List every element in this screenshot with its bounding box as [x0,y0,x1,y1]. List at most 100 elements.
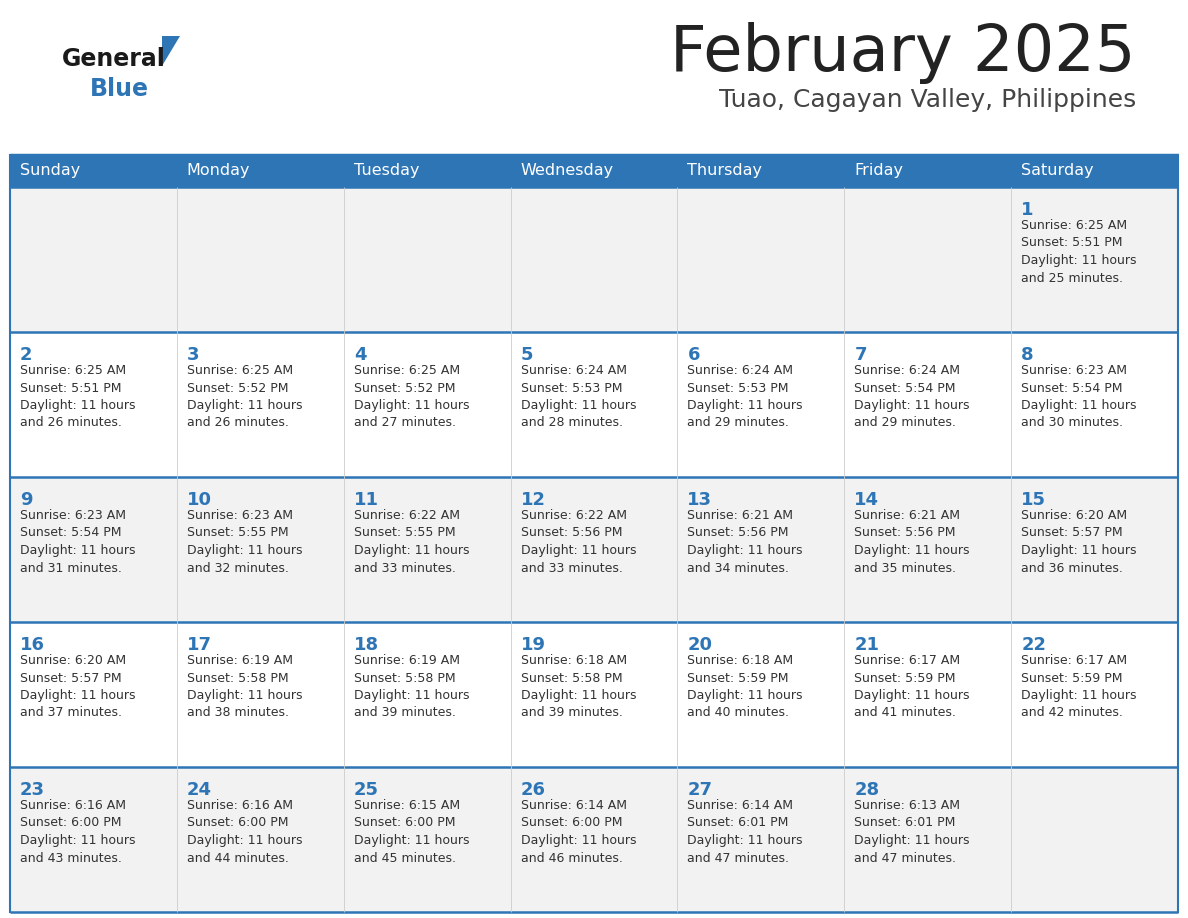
Text: Daylight: 11 hours: Daylight: 11 hours [688,399,803,412]
Text: Daylight: 11 hours: Daylight: 11 hours [520,399,636,412]
Text: Daylight: 11 hours: Daylight: 11 hours [854,399,969,412]
Text: Sunset: 5:56 PM: Sunset: 5:56 PM [854,527,956,540]
Bar [845,622,1011,767]
Bar [511,477,677,622]
Text: 23: 23 [20,781,45,799]
Text: and 32 minutes.: and 32 minutes. [187,562,289,575]
Bar [677,332,845,477]
Text: 24: 24 [187,781,211,799]
Text: Daylight: 11 hours: Daylight: 11 hours [20,399,135,412]
Bar [343,187,511,332]
Text: Daylight: 11 hours: Daylight: 11 hours [1022,399,1137,412]
Text: Sunrise: 6:23 AM: Sunrise: 6:23 AM [1022,364,1127,377]
Text: and 45 minutes.: and 45 minutes. [354,852,456,865]
Text: Sunrise: 6:20 AM: Sunrise: 6:20 AM [20,654,126,667]
Text: Daylight: 11 hours: Daylight: 11 hours [520,834,636,847]
Text: Sunrise: 6:25 AM: Sunrise: 6:25 AM [1022,219,1127,232]
Bar [511,767,677,912]
Text: Sunset: 5:56 PM: Sunset: 5:56 PM [520,527,623,540]
Text: Sunrise: 6:25 AM: Sunrise: 6:25 AM [20,364,126,377]
Text: Wednesday: Wednesday [520,163,614,178]
Text: 19: 19 [520,636,545,654]
Bar [845,767,1011,912]
Text: and 26 minutes.: and 26 minutes. [187,417,289,430]
Text: and 31 minutes.: and 31 minutes. [20,562,122,575]
Text: Daylight: 11 hours: Daylight: 11 hours [187,689,303,702]
Bar [511,332,677,477]
Bar [677,187,845,332]
Bar [10,187,177,332]
Text: and 27 minutes.: and 27 minutes. [354,417,456,430]
Text: Tuao, Cagayan Valley, Philippines: Tuao, Cagayan Valley, Philippines [719,88,1136,112]
Text: Monday: Monday [187,163,251,178]
Text: 6: 6 [688,346,700,364]
Text: and 25 minutes.: and 25 minutes. [1022,272,1123,285]
Text: Sunrise: 6:14 AM: Sunrise: 6:14 AM [688,799,794,812]
Bar [1011,187,1178,332]
Text: Tuesday: Tuesday [354,163,419,178]
Text: Sunset: 5:57 PM: Sunset: 5:57 PM [20,671,121,685]
Text: Sunset: 5:54 PM: Sunset: 5:54 PM [20,527,121,540]
Text: 1: 1 [1022,201,1034,219]
Text: Sunrise: 6:21 AM: Sunrise: 6:21 AM [688,509,794,522]
Bar [343,332,511,477]
Text: and 29 minutes.: and 29 minutes. [688,417,789,430]
Bar [343,622,511,767]
Text: Sunrise: 6:21 AM: Sunrise: 6:21 AM [854,509,960,522]
Text: and 43 minutes.: and 43 minutes. [20,852,122,865]
Polygon shape [162,36,181,66]
Bar [177,155,343,187]
Bar [177,187,343,332]
Text: Daylight: 11 hours: Daylight: 11 hours [20,834,135,847]
Bar [177,477,343,622]
Text: Sunrise: 6:24 AM: Sunrise: 6:24 AM [520,364,626,377]
Text: February 2025: February 2025 [670,22,1136,84]
Bar [10,332,177,477]
Text: and 44 minutes.: and 44 minutes. [187,852,289,865]
Text: Sunset: 6:00 PM: Sunset: 6:00 PM [520,816,623,830]
Bar [10,477,177,622]
Bar [511,187,677,332]
Text: Daylight: 11 hours: Daylight: 11 hours [187,544,303,557]
Bar [177,622,343,767]
Text: 7: 7 [854,346,867,364]
Bar [845,332,1011,477]
Text: 8: 8 [1022,346,1034,364]
Bar [1011,767,1178,912]
Text: 9: 9 [20,491,32,509]
Text: 15: 15 [1022,491,1047,509]
Text: and 33 minutes.: and 33 minutes. [520,562,623,575]
Text: Sunset: 5:55 PM: Sunset: 5:55 PM [187,527,289,540]
Text: Sunrise: 6:17 AM: Sunrise: 6:17 AM [1022,654,1127,667]
Text: Sunset: 6:01 PM: Sunset: 6:01 PM [688,816,789,830]
Text: Sunset: 5:55 PM: Sunset: 5:55 PM [354,527,455,540]
Text: Sunset: 5:59 PM: Sunset: 5:59 PM [688,671,789,685]
Text: Sunset: 5:58 PM: Sunset: 5:58 PM [520,671,623,685]
Text: and 28 minutes.: and 28 minutes. [520,417,623,430]
Text: Daylight: 11 hours: Daylight: 11 hours [520,544,636,557]
Text: and 47 minutes.: and 47 minutes. [688,852,790,865]
Bar [511,622,677,767]
Text: Thursday: Thursday [688,163,763,178]
Text: Sunset: 5:53 PM: Sunset: 5:53 PM [520,382,623,395]
Text: and 46 minutes.: and 46 minutes. [520,852,623,865]
Text: Sunrise: 6:23 AM: Sunrise: 6:23 AM [187,509,293,522]
Text: Sunrise: 6:18 AM: Sunrise: 6:18 AM [688,654,794,667]
Text: Sunset: 5:53 PM: Sunset: 5:53 PM [688,382,789,395]
Text: 11: 11 [354,491,379,509]
Text: 10: 10 [187,491,211,509]
Text: and 34 minutes.: and 34 minutes. [688,562,789,575]
Bar [1011,477,1178,622]
Text: Sunrise: 6:17 AM: Sunrise: 6:17 AM [854,654,960,667]
Text: Sunset: 5:54 PM: Sunset: 5:54 PM [854,382,956,395]
Bar [343,477,511,622]
Text: and 38 minutes.: and 38 minutes. [187,707,289,720]
Text: and 36 minutes.: and 36 minutes. [1022,562,1123,575]
Text: Sunset: 6:00 PM: Sunset: 6:00 PM [354,816,455,830]
Bar [10,622,177,767]
Text: 4: 4 [354,346,366,364]
Text: Sunrise: 6:22 AM: Sunrise: 6:22 AM [354,509,460,522]
Text: Sunset: 5:52 PM: Sunset: 5:52 PM [187,382,289,395]
Text: and 29 minutes.: and 29 minutes. [854,417,956,430]
Text: Daylight: 11 hours: Daylight: 11 hours [20,689,135,702]
